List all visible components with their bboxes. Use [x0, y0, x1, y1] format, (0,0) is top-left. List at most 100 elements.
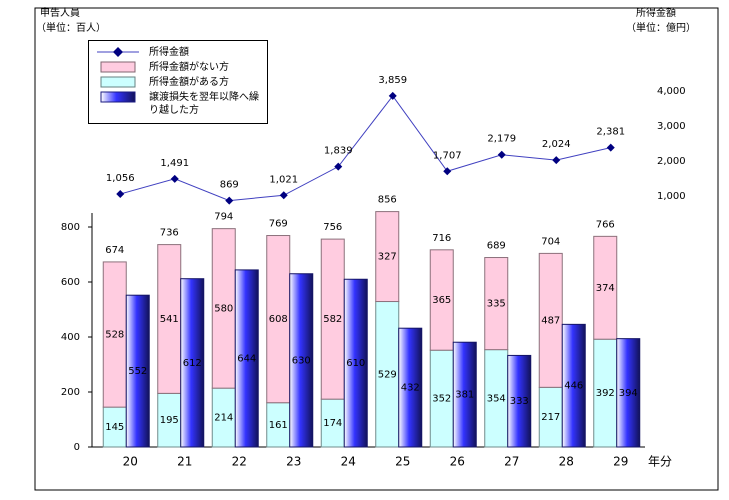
bar-label: 161	[269, 420, 288, 431]
y-tick-label: 800	[61, 222, 80, 233]
y-tick-label: 0	[74, 442, 80, 453]
y2-tick-label: 4,000	[657, 86, 686, 97]
bar-label: 432	[401, 383, 420, 394]
bar-segment	[484, 257, 509, 351]
legend-marker	[97, 47, 139, 57]
total-label: 769	[269, 219, 288, 230]
line	[120, 95, 611, 202]
bar-label: 195	[160, 415, 179, 426]
line-label: 2,024	[542, 139, 571, 150]
x-tick-label: 21	[177, 455, 192, 469]
left-axis-title: 申告人員	[40, 6, 80, 19]
line-marker	[606, 143, 615, 152]
bar-label: 487	[541, 315, 560, 326]
bar-label: 580	[214, 303, 233, 314]
line-marker	[552, 156, 561, 165]
y2-tick-label: 2,000	[657, 156, 686, 167]
bar-label: 214	[214, 413, 233, 424]
bar-label: 394	[619, 388, 638, 399]
bar-label: 644	[237, 353, 256, 364]
bar	[561, 323, 586, 448]
y-tick-label: 200	[61, 387, 80, 398]
legend-label: 所得金額がない方	[149, 62, 229, 73]
bar	[343, 278, 368, 448]
line-label: 1,839	[324, 146, 353, 157]
legend-label: 譲渡損失を翌年以降へ繰り越した方	[149, 92, 259, 116]
y2-tick-label: 3,000	[657, 121, 686, 132]
legend-marker	[100, 76, 136, 88]
legend: 所得金額所得金額がない方 所得金額がある方譲渡損失を翌年以降へ繰り越した方	[88, 40, 268, 124]
bar-label: 327	[378, 252, 397, 263]
line-marker	[279, 191, 288, 200]
x-tick-label: 24	[341, 455, 356, 469]
bar-label: 174	[323, 418, 342, 429]
bar-label: 610	[346, 358, 365, 369]
bar-segment	[375, 211, 400, 303]
line-marker	[170, 174, 179, 183]
bar	[125, 294, 150, 448]
line-marker	[388, 91, 397, 100]
legend-entry: 所得金額がある方	[89, 76, 267, 89]
legend-marker	[100, 91, 136, 103]
bar-label: 446	[564, 381, 583, 392]
total-label: 736	[160, 228, 179, 239]
legend-label: 所得金額	[149, 47, 189, 58]
line-label: 1,021	[269, 174, 298, 185]
bar-label: 365	[432, 295, 451, 306]
x-tick-label: 26	[450, 455, 465, 469]
frame	[34, 7, 719, 491]
bar-label: 145	[105, 422, 124, 433]
total-label: 756	[323, 222, 342, 233]
line-label: 869	[220, 180, 239, 191]
total-label: 704	[541, 236, 560, 247]
bar-label: 392	[596, 388, 615, 399]
x-tick-label: 23	[286, 455, 301, 469]
legend-entry: 譲渡損失を翌年以降へ繰り越した方	[89, 91, 267, 117]
bar	[234, 269, 259, 448]
line-label: 1,491	[160, 158, 189, 169]
x-tick-label: 28	[559, 455, 574, 469]
line-marker	[334, 162, 343, 171]
legend-diamond	[113, 47, 123, 57]
bar-label: 374	[596, 283, 615, 294]
bar-segment	[429, 249, 454, 351]
line-label: 2,381	[596, 127, 625, 138]
legend-swatch	[100, 61, 136, 73]
bar	[616, 338, 641, 448]
line-label: 1,707	[433, 150, 462, 161]
bar	[289, 273, 314, 448]
legend-label: 所得金額がある方	[149, 77, 229, 88]
line-marker	[116, 190, 125, 199]
x-tick-label: 20	[123, 455, 138, 469]
x-tick-label: 22	[232, 455, 247, 469]
bar-label: 612	[183, 358, 202, 369]
line-label: 1,056	[106, 173, 135, 184]
legend-marker	[100, 61, 136, 73]
total-label: 766	[596, 219, 615, 230]
bar-label: 582	[323, 314, 342, 325]
bar	[180, 278, 205, 448]
y-tick-label: 600	[61, 277, 80, 288]
bar	[452, 341, 477, 448]
line-marker	[497, 150, 506, 159]
total-label: 674	[105, 245, 124, 256]
bar-label: 352	[432, 394, 451, 405]
bar-label: 333	[510, 396, 529, 407]
legend-entry: 所得金額	[89, 46, 267, 59]
line-label: 2,179	[487, 134, 516, 145]
bar-segment	[593, 235, 618, 340]
bar-label: 335	[487, 299, 506, 310]
bar-label: 630	[292, 355, 311, 366]
line-marker	[443, 167, 452, 176]
bar-label: 529	[378, 369, 397, 380]
bar-label: 354	[487, 393, 506, 404]
total-label: 856	[378, 195, 397, 206]
left-axis-unit: （単位：百人）	[36, 21, 106, 34]
bar	[507, 354, 532, 448]
line-marker	[225, 196, 234, 205]
bar-segment	[538, 252, 563, 388]
x-axis-title: 年分	[648, 455, 672, 469]
legend-entry: 所得金額がない方	[89, 61, 267, 74]
